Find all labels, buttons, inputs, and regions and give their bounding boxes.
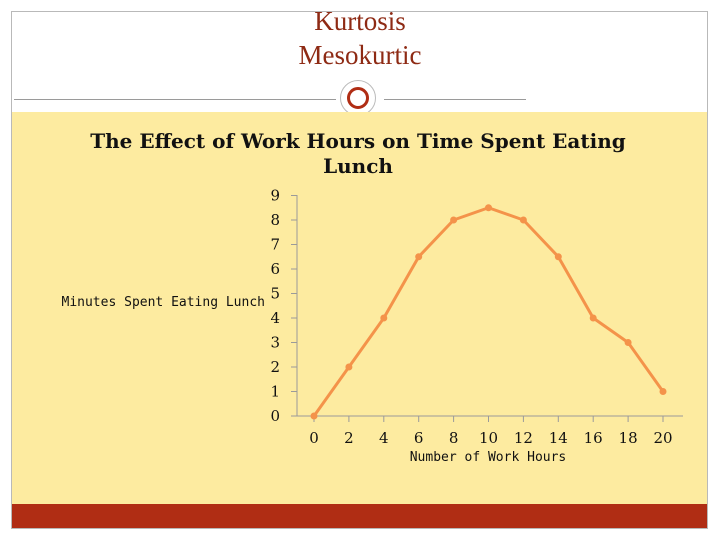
- footer-bar: [12, 504, 707, 528]
- y-tick-marks: [291, 195, 297, 417]
- x-tick-label: 2: [344, 429, 354, 447]
- title-divider-left: [14, 99, 336, 100]
- data-point: [450, 216, 458, 224]
- x-axis-label: Number of Work Hours: [410, 450, 567, 465]
- chart-title-line-2: Lunch: [323, 154, 393, 178]
- data-point: [415, 253, 423, 261]
- x-tick-label: 20: [653, 429, 672, 447]
- data-point: [345, 363, 353, 371]
- y-tick-label: 2: [270, 358, 280, 376]
- x-tick-label: 10: [479, 429, 498, 447]
- data-point: [554, 253, 562, 261]
- y-tick-label: 3: [270, 334, 280, 352]
- x-tick-label: 6: [414, 429, 424, 447]
- x-tick-label: 12: [514, 429, 533, 447]
- circle-ornament-icon: [340, 80, 376, 116]
- y-tick-label: 4: [270, 309, 280, 327]
- slide-title: Kurtosis: [314, 6, 406, 36]
- y-tick-label: 7: [270, 236, 280, 254]
- y-tick-label: 9: [270, 187, 280, 205]
- y-tick-label: 0: [270, 407, 280, 425]
- chart-title-line-1: The Effect of Work Hours on Time Spent E…: [90, 129, 625, 153]
- y-tick-label: 1: [270, 383, 280, 401]
- x-tick-label: 18: [619, 429, 638, 447]
- y-tick-label: 5: [270, 285, 280, 303]
- y-axis-label: Minutes Spent Eating Lunch: [62, 295, 266, 310]
- data-point: [310, 412, 318, 420]
- x-tick-label: 16: [584, 429, 603, 447]
- data-point: [519, 216, 527, 224]
- x-tick-label: 4: [379, 429, 389, 447]
- x-tick-label: 8: [449, 429, 459, 447]
- data-point: [659, 388, 667, 395]
- x-tick-label: 0: [309, 429, 319, 447]
- data-point: [485, 204, 492, 212]
- data-point: [624, 339, 632, 346]
- data-points: [310, 204, 667, 420]
- data-point: [380, 314, 388, 322]
- x-tick-labels: 0 2 4 6 8 10 12 14 16 18 20: [309, 429, 672, 447]
- y-tick-labels: 0 1 2 3 4 5 6 7 8 9: [270, 187, 280, 426]
- title-divider-right: [384, 99, 526, 100]
- content-panel: [12, 112, 707, 504]
- y-tick-label: 8: [270, 211, 280, 229]
- x-tick-label: 14: [549, 429, 568, 447]
- series-line: [312, 206, 665, 417]
- plot-area: [291, 195, 683, 422]
- x-tick-marks: [313, 416, 664, 422]
- ring-icon: [347, 87, 369, 109]
- data-point: [589, 314, 597, 322]
- y-tick-label: 6: [270, 260, 280, 278]
- slide-subtitle: Mesokurtic: [298, 40, 422, 70]
